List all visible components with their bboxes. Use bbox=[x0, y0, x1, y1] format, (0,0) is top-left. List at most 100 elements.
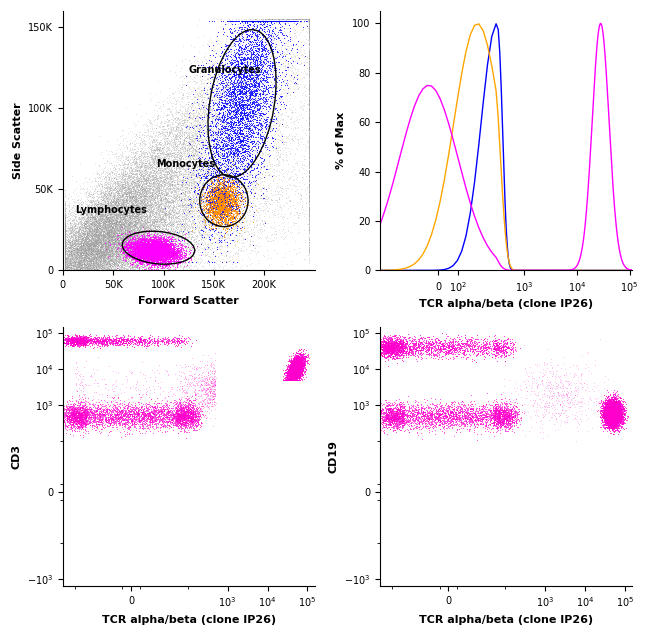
Point bbox=[60, 256, 70, 266]
Point bbox=[226, 207, 237, 218]
Point bbox=[199, 371, 209, 381]
Point bbox=[76, 265, 86, 275]
Point bbox=[134, 249, 144, 259]
Point bbox=[149, 249, 159, 259]
Point bbox=[165, 409, 176, 419]
Point bbox=[120, 401, 130, 411]
Point bbox=[304, 109, 315, 119]
Point bbox=[608, 427, 619, 437]
Point bbox=[294, 354, 304, 364]
Point bbox=[610, 408, 620, 418]
Point bbox=[296, 361, 307, 371]
Point bbox=[60, 241, 70, 251]
Point bbox=[78, 339, 88, 349]
Point bbox=[111, 224, 122, 234]
Point bbox=[92, 246, 103, 256]
Point bbox=[608, 404, 618, 414]
Point bbox=[162, 205, 172, 216]
Point bbox=[609, 405, 619, 415]
Point bbox=[452, 403, 463, 413]
Point bbox=[60, 236, 70, 246]
Point bbox=[89, 265, 99, 275]
Point bbox=[151, 172, 161, 182]
Point bbox=[66, 242, 77, 252]
Point bbox=[99, 223, 109, 233]
Point bbox=[293, 362, 304, 372]
Point bbox=[164, 148, 175, 158]
Point bbox=[285, 366, 295, 376]
Point bbox=[179, 240, 190, 251]
Point bbox=[72, 338, 83, 348]
Point bbox=[295, 357, 306, 367]
Point bbox=[184, 416, 194, 426]
Point bbox=[79, 246, 90, 256]
Point bbox=[610, 414, 621, 424]
Point bbox=[258, 73, 268, 83]
Point bbox=[60, 223, 70, 233]
Point bbox=[300, 352, 310, 362]
Point bbox=[291, 361, 301, 371]
Point bbox=[122, 179, 133, 189]
Point bbox=[256, 163, 266, 174]
Point bbox=[176, 245, 187, 255]
Point bbox=[415, 349, 425, 359]
Point bbox=[172, 414, 182, 424]
Point bbox=[103, 243, 113, 253]
Point bbox=[304, 121, 315, 131]
Point bbox=[60, 255, 70, 265]
Point bbox=[598, 405, 608, 415]
Point bbox=[188, 409, 198, 419]
Point bbox=[181, 107, 191, 118]
Point bbox=[112, 216, 123, 226]
Point bbox=[163, 243, 174, 253]
Point bbox=[609, 414, 619, 424]
Point bbox=[290, 370, 300, 380]
Point bbox=[148, 170, 158, 180]
Point bbox=[438, 404, 448, 414]
Point bbox=[60, 257, 70, 267]
Point bbox=[149, 253, 159, 263]
Point bbox=[230, 198, 240, 209]
Point bbox=[610, 403, 620, 413]
Point bbox=[60, 265, 70, 275]
Point bbox=[304, 32, 315, 43]
Point bbox=[223, 123, 233, 134]
Point bbox=[67, 338, 77, 348]
Point bbox=[92, 413, 103, 424]
Point bbox=[289, 364, 299, 375]
Point bbox=[116, 232, 126, 242]
Point bbox=[245, 86, 255, 97]
Point bbox=[606, 404, 617, 415]
Point bbox=[60, 265, 70, 275]
Point bbox=[453, 408, 463, 418]
Point bbox=[92, 210, 102, 220]
Point bbox=[606, 402, 617, 412]
Point bbox=[177, 408, 188, 418]
Point bbox=[164, 169, 174, 179]
Point bbox=[161, 415, 172, 425]
Point bbox=[88, 226, 99, 236]
Point bbox=[196, 197, 207, 207]
Point bbox=[573, 387, 583, 398]
Point bbox=[120, 242, 130, 252]
Point bbox=[120, 251, 130, 261]
Point bbox=[304, 181, 315, 191]
Point bbox=[60, 265, 70, 275]
Point bbox=[235, 50, 245, 60]
Point bbox=[100, 193, 110, 203]
Point bbox=[129, 119, 139, 129]
Point bbox=[63, 414, 73, 424]
Point bbox=[135, 237, 146, 247]
Point bbox=[148, 167, 158, 177]
Point bbox=[286, 375, 296, 385]
Point bbox=[70, 335, 81, 345]
Point bbox=[295, 357, 306, 367]
Point bbox=[300, 14, 311, 24]
Point bbox=[68, 420, 78, 430]
Point bbox=[265, 21, 276, 31]
Point bbox=[304, 14, 315, 24]
Point bbox=[73, 264, 83, 274]
Point bbox=[508, 349, 518, 359]
Point bbox=[74, 225, 85, 235]
Point bbox=[220, 174, 231, 184]
